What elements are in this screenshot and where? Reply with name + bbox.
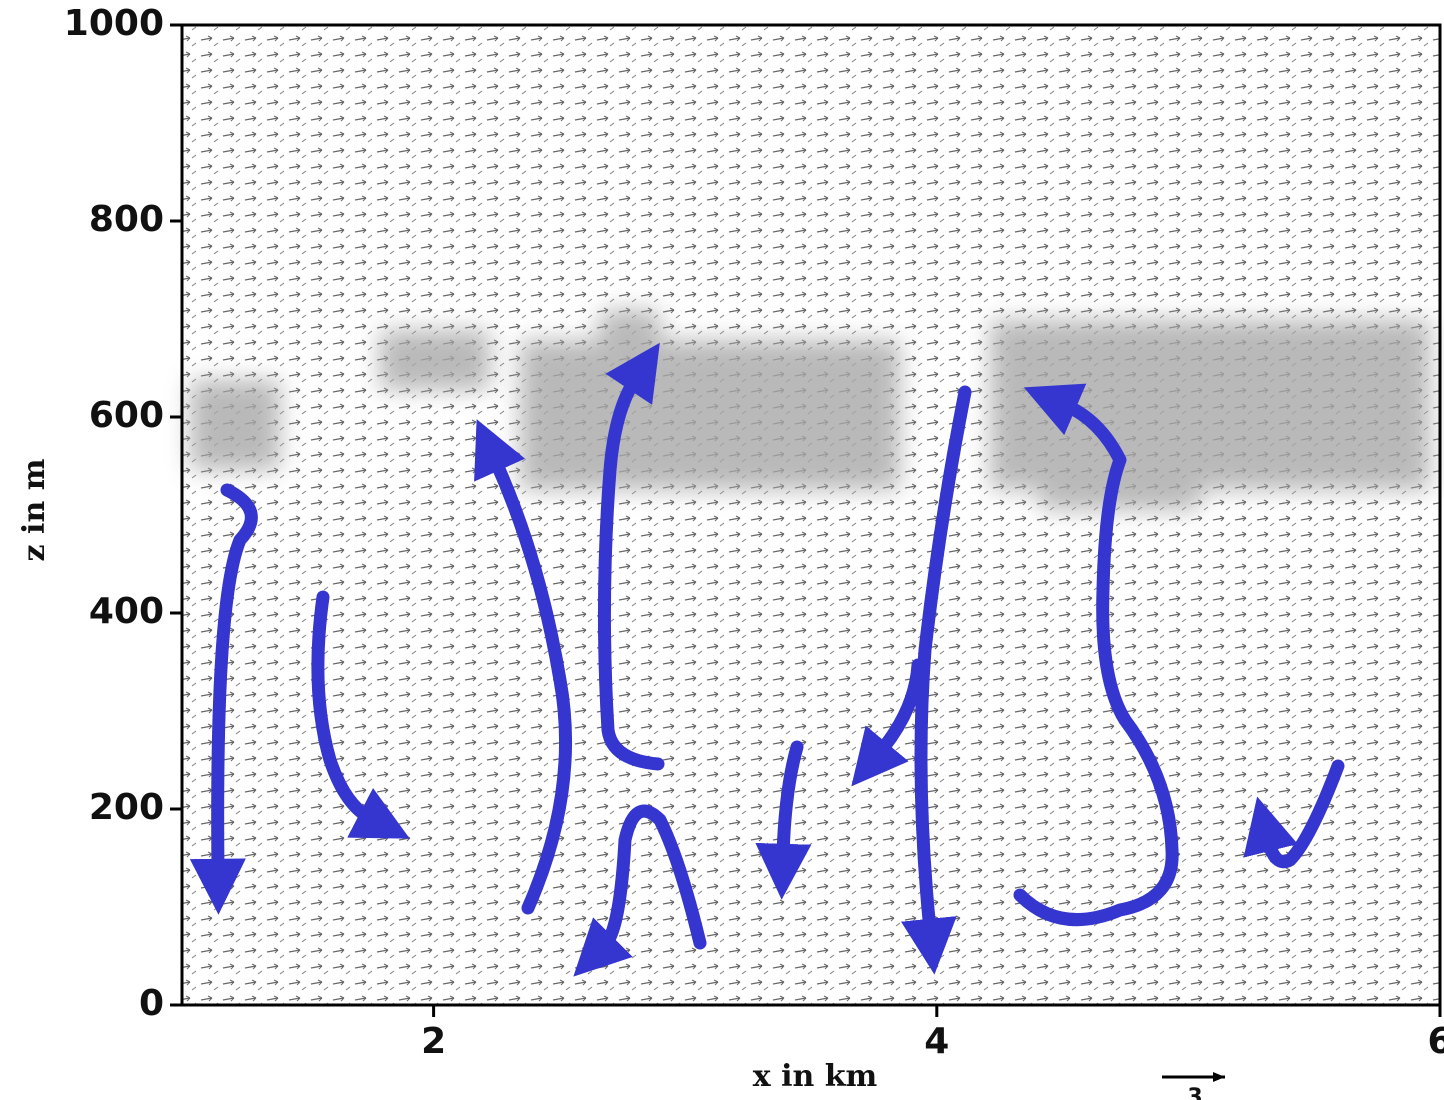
flow-arrow <box>311 590 410 839</box>
x-tick-label: 2 <box>421 1021 446 1062</box>
flow-arrow <box>1243 759 1345 869</box>
circulation-arrows <box>189 342 1345 977</box>
x-tick-label: 4 <box>924 1021 949 1062</box>
y-tick-label: 800 <box>89 199 164 240</box>
y-tick-label: 400 <box>89 591 164 632</box>
flow-arrow <box>851 658 925 787</box>
y-tick-label: 0 <box>139 983 164 1024</box>
flow-arrow <box>755 740 812 900</box>
y-tick-label: 600 <box>89 395 164 436</box>
flow-arrow <box>1013 383 1179 927</box>
flow-arrow <box>597 342 665 771</box>
reference-arrow-label: 3 <box>1187 1085 1202 1100</box>
x-tick-label: 6 <box>1427 1021 1444 1062</box>
reference-arrow-head <box>1213 1072 1225 1082</box>
flow-arrow <box>189 483 258 915</box>
flow-arrow <box>474 419 572 915</box>
y-axis-label: z in m <box>17 458 52 561</box>
x-axis-label: x in km <box>753 1059 878 1094</box>
y-tick-label: 200 <box>89 787 164 828</box>
vector-field <box>182 25 1440 1005</box>
y-tick-label: 1000 <box>64 3 164 44</box>
flow-arrow <box>573 804 707 977</box>
plot-area <box>180 23 1442 1007</box>
flow-arrow <box>901 385 972 975</box>
plot-frame <box>180 23 1442 1007</box>
